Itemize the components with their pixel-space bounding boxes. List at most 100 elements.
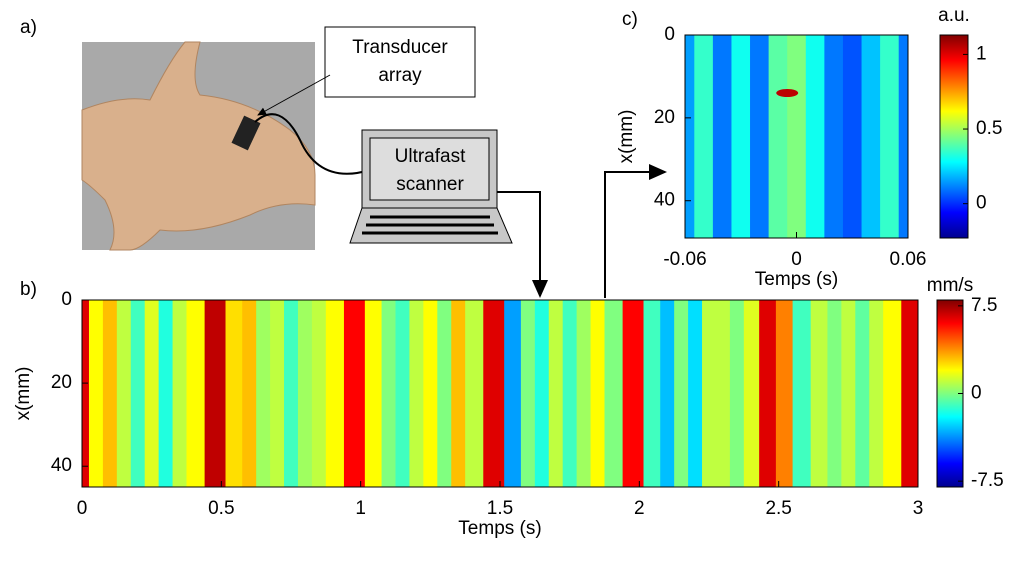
cable — [254, 113, 371, 175]
y-axis-label: x(mm) — [616, 110, 637, 164]
heat-column — [759, 300, 777, 487]
panel-label: b) — [20, 279, 37, 300]
y-axis-label: x(mm) — [13, 367, 34, 421]
data-arrow — [497, 191, 548, 298]
callout-text: array — [378, 65, 422, 86]
heat-column — [395, 300, 410, 487]
heat-column — [186, 300, 206, 487]
heat-column — [437, 300, 452, 487]
heat-column — [622, 300, 645, 487]
heat-column — [731, 35, 751, 238]
heat-column — [204, 300, 227, 487]
heat-column — [660, 300, 675, 487]
y-tick-label: 0 — [61, 289, 72, 310]
heat-column — [256, 300, 271, 487]
heat-column — [810, 300, 828, 487]
heat-column — [685, 35, 695, 238]
heat-column — [805, 35, 825, 238]
keyboard — [362, 215, 498, 235]
heat-column — [702, 300, 717, 487]
colorbar-tick-label: 7.5 — [971, 295, 997, 316]
heat-column — [694, 35, 714, 238]
heat-column — [504, 300, 522, 487]
heat-column — [343, 300, 366, 487]
x-tick-label: 1.5 — [487, 498, 513, 519]
heat-column — [824, 35, 844, 238]
heat-column — [88, 300, 104, 487]
heat-column — [284, 300, 299, 487]
colorbar-label: mm/s — [927, 275, 973, 296]
colorbar — [939, 34, 969, 239]
callout-arrow — [257, 74, 331, 116]
x-tick-label: 0 — [77, 498, 88, 519]
heat-column — [423, 300, 438, 487]
heat-column — [841, 300, 856, 487]
colorbar-tick-label: 1 — [976, 43, 987, 64]
heat-column — [172, 300, 187, 487]
panel-label: a) — [20, 17, 37, 38]
callout-box — [324, 26, 476, 98]
heat-column — [869, 300, 884, 487]
x-tick-label: 1 — [355, 498, 366, 519]
colorbar-tick-label: -7.5 — [971, 470, 1004, 491]
y-tick-label: 40 — [654, 190, 675, 211]
heat-column — [270, 300, 285, 487]
y-tick-label: 20 — [654, 107, 675, 128]
heat-column — [483, 300, 505, 487]
heat-column — [743, 300, 760, 487]
colorbar-tick-label: 0 — [971, 383, 982, 404]
y-tick-label: 40 — [51, 455, 72, 476]
x-tick-label: 0 — [791, 249, 802, 270]
heat-column — [520, 300, 536, 487]
heat-column — [590, 300, 605, 487]
heat-column — [465, 300, 484, 487]
heat-column — [883, 300, 902, 487]
x-tick-label: 2 — [634, 498, 645, 519]
heat-column — [768, 35, 788, 238]
heat-column — [880, 35, 900, 238]
heat-column — [674, 300, 689, 487]
colorbar-label: a.u. — [938, 5, 970, 26]
x-axis-label: Temps (s) — [458, 518, 541, 539]
heat-column — [688, 300, 703, 487]
panel-label: c) — [622, 9, 638, 30]
heat-column — [787, 35, 807, 238]
heat-column — [792, 300, 812, 487]
body — [81, 41, 316, 251]
zoom-arrow — [604, 164, 667, 298]
heat-column — [311, 300, 327, 487]
scanner-text: scanner — [396, 174, 464, 195]
heat-column — [451, 300, 466, 487]
x-tick-label: 0.06 — [890, 249, 927, 270]
colorbar-tick-label: 0.5 — [976, 118, 1002, 139]
heat-column — [643, 300, 661, 487]
heat-column — [242, 300, 257, 487]
x-tick-label: 0.5 — [208, 498, 234, 519]
heat-column — [775, 300, 794, 487]
heat-column — [604, 300, 624, 487]
heat-column — [827, 300, 842, 487]
heat-column — [750, 35, 770, 238]
heat-column — [297, 300, 313, 487]
heat-column — [729, 300, 745, 487]
transducer — [231, 115, 261, 151]
heat-column — [116, 300, 132, 487]
heat-column — [534, 300, 550, 487]
y-tick-label: 0 — [664, 24, 675, 45]
colorbar-tick-label: 0 — [976, 193, 987, 214]
peak — [776, 89, 799, 97]
heat-column — [325, 300, 345, 487]
x-tick-label: 3 — [913, 498, 924, 519]
heat-column — [364, 300, 383, 487]
scanner-text: Ultrafast — [395, 146, 466, 167]
heat-column — [715, 300, 731, 487]
heat-column — [712, 35, 732, 238]
heat-column — [576, 300, 592, 487]
heat-column — [381, 300, 396, 487]
heat-column — [409, 300, 424, 487]
heat-column — [144, 300, 160, 487]
callout-text: Transducer — [352, 37, 448, 58]
y-tick-label: 20 — [51, 372, 72, 393]
heat-column — [158, 300, 174, 487]
